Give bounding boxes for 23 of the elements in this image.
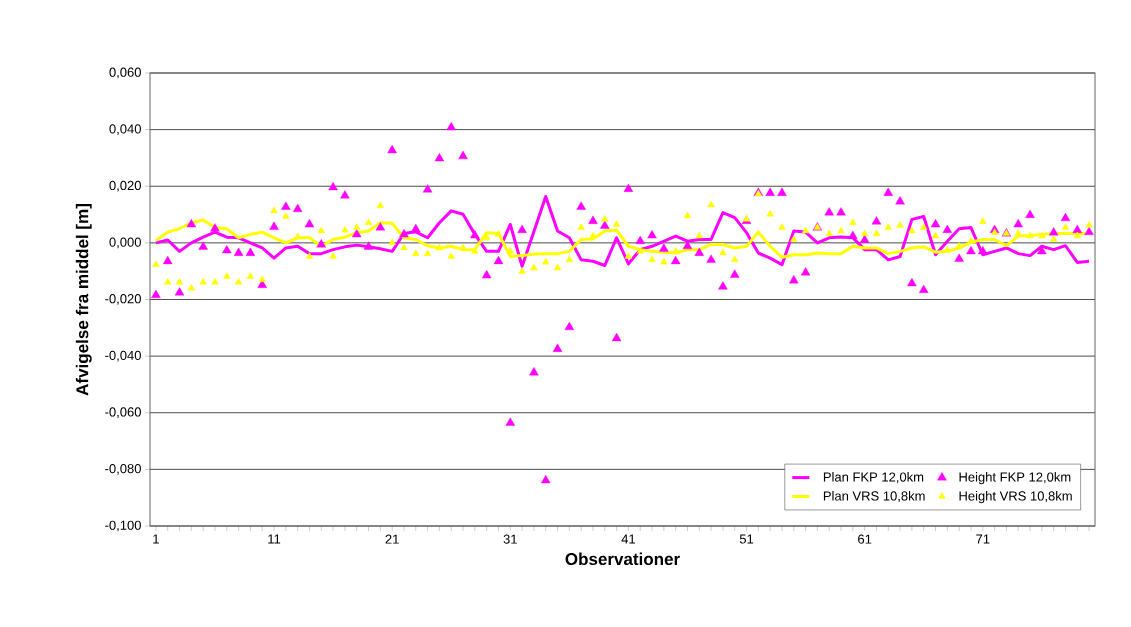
y-axis-title: Afvigelse fra middel [m]	[75, 204, 92, 396]
y-tick-label: -0,080	[105, 464, 141, 475]
y-tick-label: 0,000	[109, 237, 141, 249]
y-tick-label: -0,040	[105, 350, 141, 362]
x-axis-title: Observationer	[565, 552, 680, 566]
x-tick-label: 21	[385, 534, 399, 544]
y-tick-label: -0,020	[105, 294, 141, 305]
x-tick-label: 31	[503, 534, 517, 544]
x-tick-label: 11	[268, 534, 281, 544]
x-tick-label: 61	[858, 534, 872, 544]
legend-label: Height VRS 10,8km	[959, 491, 1072, 504]
legend-label: Plan FKP 12,0km	[823, 472, 924, 484]
y-tick-label: 0,020	[109, 180, 141, 192]
y-tick-label: -0,060	[105, 407, 141, 419]
x-tick-label: 51	[739, 534, 754, 544]
y-tick-label: -0,100	[105, 520, 141, 532]
legend-label: Height FKP 12,0km	[959, 472, 1071, 485]
legend-label: Plan VRS 10,8km	[823, 491, 925, 503]
y-tick-label: 0,060	[109, 67, 141, 79]
y-tick-label: 0,040	[109, 124, 141, 135]
x-tick-label: 1	[153, 534, 159, 544]
x-tick-label: 41	[621, 534, 636, 544]
x-tick-label: 71	[976, 534, 990, 544]
